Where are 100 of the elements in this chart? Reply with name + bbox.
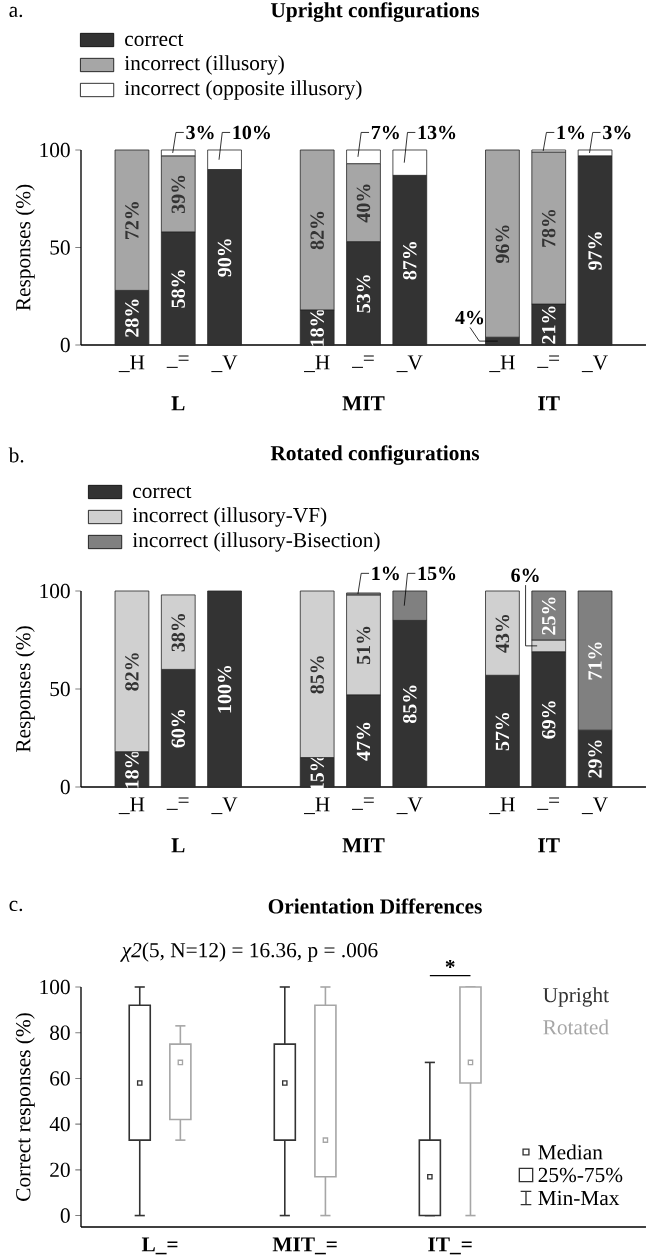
data-label: 6% bbox=[511, 568, 539, 583]
data-label: 18% bbox=[310, 309, 324, 346]
annotation: Median bbox=[538, 1144, 603, 1160]
x-tick-label: _= bbox=[166, 797, 189, 810]
x-tick-label: _H bbox=[303, 355, 330, 373]
x-tick-label: _= bbox=[166, 355, 189, 368]
annotation: 25%-75% bbox=[538, 1167, 623, 1183]
text: IT bbox=[538, 396, 560, 411]
y-tick-label: 60 bbox=[50, 1071, 70, 1086]
legend-label: correct bbox=[125, 33, 184, 47]
data-label: 57% bbox=[495, 713, 510, 751]
text: MIT bbox=[342, 838, 385, 853]
text: incorrect (opposite illusory) bbox=[124, 80, 362, 100]
data-label: 87% bbox=[403, 242, 417, 280]
data-label: 78% bbox=[541, 209, 556, 247]
y-tick-label: 50 bbox=[50, 681, 70, 697]
legend-label: incorrect (illusory-Bisection) bbox=[132, 532, 380, 552]
x-tick-label: _V bbox=[396, 797, 423, 815]
data-label: 51% bbox=[356, 626, 371, 665]
text: a. bbox=[9, 6, 23, 18]
data-label: 71% bbox=[588, 642, 602, 680]
y-tick-label: 100 bbox=[40, 142, 70, 158]
text: IT bbox=[538, 838, 560, 853]
data-label: 13% bbox=[418, 125, 456, 140]
data-label: 38% bbox=[171, 614, 186, 652]
data-label: 43% bbox=[495, 615, 510, 653]
y-axis-title: Responses (%) bbox=[15, 184, 35, 311]
data-label: 40% bbox=[356, 184, 371, 223]
data-label: 58% bbox=[171, 270, 186, 308]
data-label: 1% bbox=[372, 566, 399, 581]
y-tick-label: 100 bbox=[40, 979, 70, 995]
y-tick-label: 100 bbox=[40, 583, 70, 599]
text: MIT bbox=[342, 396, 385, 411]
data-label: 28% bbox=[125, 299, 139, 337]
text: Rotated bbox=[543, 1019, 609, 1035]
x-tick-label: _H bbox=[303, 797, 330, 815]
text: Upright bbox=[543, 987, 609, 1007]
data-label: 4% bbox=[455, 310, 484, 325]
x-tick-label: _V bbox=[581, 355, 608, 373]
data-label: 60% bbox=[171, 710, 186, 748]
text: L bbox=[171, 396, 185, 411]
annotation: Min-Max bbox=[538, 1190, 620, 1206]
data-label: 25% bbox=[541, 597, 556, 635]
x-tick-label: L_= bbox=[141, 1237, 178, 1255]
y-tick-label: 0 bbox=[60, 779, 70, 795]
data-label: 97% bbox=[588, 232, 602, 270]
text: b. bbox=[8, 447, 24, 463]
data-label: 85% bbox=[310, 656, 324, 694]
x-tick-label: _= bbox=[537, 797, 560, 810]
x-tick-label: _V bbox=[581, 797, 608, 815]
y-tick-label: 20 bbox=[50, 1162, 70, 1178]
x-tick-label: _H bbox=[489, 355, 515, 373]
x-tick-label: _H bbox=[489, 797, 515, 815]
x-tick-label: _V bbox=[396, 355, 423, 373]
text: χ2(5, N=12) = 16.36, p = .006 bbox=[120, 942, 378, 962]
y-tick-label: 0 bbox=[60, 1208, 70, 1223]
data-label: 3% bbox=[186, 125, 214, 140]
y-tick-label: 50 bbox=[50, 240, 70, 255]
data-label: 96% bbox=[495, 225, 510, 264]
x-tick-label: _= bbox=[351, 355, 374, 368]
data-label: 21% bbox=[541, 306, 556, 344]
text: c. bbox=[9, 900, 23, 912]
y-axis-title: Correct responses (%) bbox=[15, 1013, 35, 1201]
y-tick-label: 80 bbox=[50, 1025, 70, 1040]
data-label: 47% bbox=[356, 722, 371, 761]
data-label: 18% bbox=[125, 751, 139, 788]
data-label: 85% bbox=[403, 685, 417, 724]
data-label: 82% bbox=[310, 211, 324, 250]
data-label: 15% bbox=[418, 566, 456, 581]
data-label: 3% bbox=[603, 125, 631, 140]
legend-label: incorrect (illusory) bbox=[124, 55, 284, 75]
chart-title: Rotated configurations bbox=[270, 445, 480, 465]
chart-title: Orientation Differences bbox=[268, 898, 482, 914]
data-label: 72% bbox=[125, 202, 139, 240]
legend-label: correct bbox=[133, 485, 192, 499]
data-label: 100% bbox=[217, 665, 232, 713]
x-tick-label: MIT_= bbox=[272, 1237, 337, 1255]
data-label: 39% bbox=[171, 175, 186, 214]
data-label: 1% bbox=[557, 125, 585, 140]
data-label: 90% bbox=[217, 239, 232, 277]
x-tick-label: _V bbox=[211, 797, 238, 815]
x-tick-label: _V bbox=[211, 355, 238, 373]
data-label: 53% bbox=[356, 275, 371, 313]
x-tick-label: _H bbox=[118, 797, 145, 815]
data-label: 7% bbox=[371, 125, 399, 140]
data-label: 69% bbox=[541, 701, 556, 739]
x-tick-label: IT_= bbox=[428, 1237, 472, 1255]
text: L bbox=[171, 838, 185, 853]
x-tick-label: _= bbox=[351, 797, 374, 810]
y-axis-title: Responses (%) bbox=[15, 626, 35, 753]
x-tick-label: _= bbox=[537, 355, 560, 368]
data-label: 29% bbox=[588, 740, 602, 778]
text: * bbox=[445, 959, 455, 968]
data-label: 82% bbox=[125, 653, 139, 691]
chart-title: Upright configurations bbox=[270, 2, 480, 22]
legend-label: incorrect (illusory-VF) bbox=[132, 507, 327, 527]
data-label: 10% bbox=[233, 125, 270, 140]
y-tick-label: 0 bbox=[60, 337, 70, 353]
y-tick-label: 40 bbox=[49, 1116, 70, 1132]
x-tick-label: _H bbox=[118, 355, 145, 373]
